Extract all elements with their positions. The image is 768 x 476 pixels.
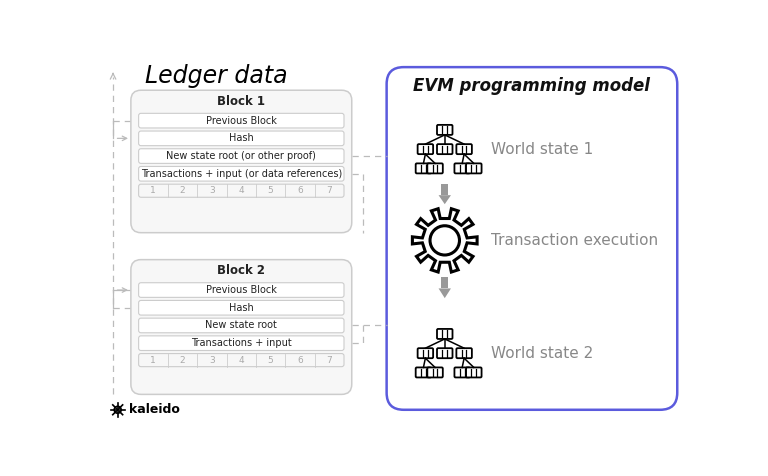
Text: 6: 6 (297, 186, 303, 195)
Text: 6: 6 (297, 356, 303, 365)
Text: 4: 4 (239, 356, 244, 365)
Text: Hash: Hash (229, 133, 253, 143)
Text: New state root: New state root (205, 320, 277, 330)
FancyBboxPatch shape (139, 283, 344, 298)
FancyBboxPatch shape (455, 163, 470, 173)
Text: 5: 5 (268, 186, 273, 195)
Text: Block 1: Block 1 (217, 95, 265, 108)
FancyBboxPatch shape (466, 163, 482, 173)
FancyBboxPatch shape (427, 163, 443, 173)
Text: Transaction execution: Transaction execution (492, 233, 658, 248)
Text: Block 2: Block 2 (217, 264, 265, 277)
Text: Previous Block: Previous Block (206, 285, 276, 295)
FancyBboxPatch shape (437, 348, 452, 358)
Text: EVM programming model: EVM programming model (413, 77, 650, 95)
Text: Transactions + input (or data references): Transactions + input (or data references… (141, 169, 342, 179)
Text: 1: 1 (151, 356, 156, 365)
FancyBboxPatch shape (418, 348, 433, 358)
Text: 7: 7 (326, 186, 333, 195)
Text: 1: 1 (151, 186, 156, 195)
FancyBboxPatch shape (139, 131, 344, 146)
FancyBboxPatch shape (131, 90, 352, 233)
Polygon shape (442, 184, 449, 195)
Circle shape (430, 226, 459, 255)
FancyBboxPatch shape (139, 300, 344, 315)
Text: 5: 5 (268, 356, 273, 365)
Text: World state 2: World state 2 (492, 346, 594, 361)
Text: 2: 2 (180, 186, 185, 195)
FancyBboxPatch shape (386, 67, 677, 410)
FancyBboxPatch shape (415, 163, 431, 173)
Text: Hash: Hash (229, 303, 253, 313)
FancyBboxPatch shape (437, 125, 452, 135)
Text: 3: 3 (209, 186, 215, 195)
Polygon shape (412, 208, 477, 272)
FancyBboxPatch shape (427, 367, 443, 377)
FancyBboxPatch shape (139, 149, 344, 163)
FancyBboxPatch shape (437, 329, 452, 339)
Polygon shape (439, 195, 451, 204)
FancyBboxPatch shape (466, 367, 482, 377)
FancyBboxPatch shape (456, 144, 472, 154)
Polygon shape (422, 218, 467, 263)
Circle shape (116, 408, 119, 411)
Text: 3: 3 (209, 356, 215, 365)
FancyBboxPatch shape (139, 336, 344, 350)
FancyBboxPatch shape (131, 259, 352, 395)
Text: World state 1: World state 1 (492, 142, 594, 157)
FancyBboxPatch shape (437, 144, 452, 154)
Text: 2: 2 (180, 356, 185, 365)
FancyBboxPatch shape (139, 113, 344, 128)
Polygon shape (442, 277, 449, 288)
FancyBboxPatch shape (418, 144, 433, 154)
FancyBboxPatch shape (455, 367, 470, 377)
FancyBboxPatch shape (139, 167, 344, 181)
Text: 7: 7 (326, 356, 333, 365)
Text: 4: 4 (239, 186, 244, 195)
Text: Previous Block: Previous Block (206, 116, 276, 126)
Text: New state root (or other proof): New state root (or other proof) (167, 151, 316, 161)
Polygon shape (439, 288, 451, 298)
FancyBboxPatch shape (415, 367, 431, 377)
Text: Ledger data: Ledger data (145, 64, 287, 88)
FancyBboxPatch shape (139, 318, 344, 333)
Text: kaleido: kaleido (128, 403, 180, 416)
FancyBboxPatch shape (456, 348, 472, 358)
Text: Transactions + input: Transactions + input (191, 338, 292, 348)
